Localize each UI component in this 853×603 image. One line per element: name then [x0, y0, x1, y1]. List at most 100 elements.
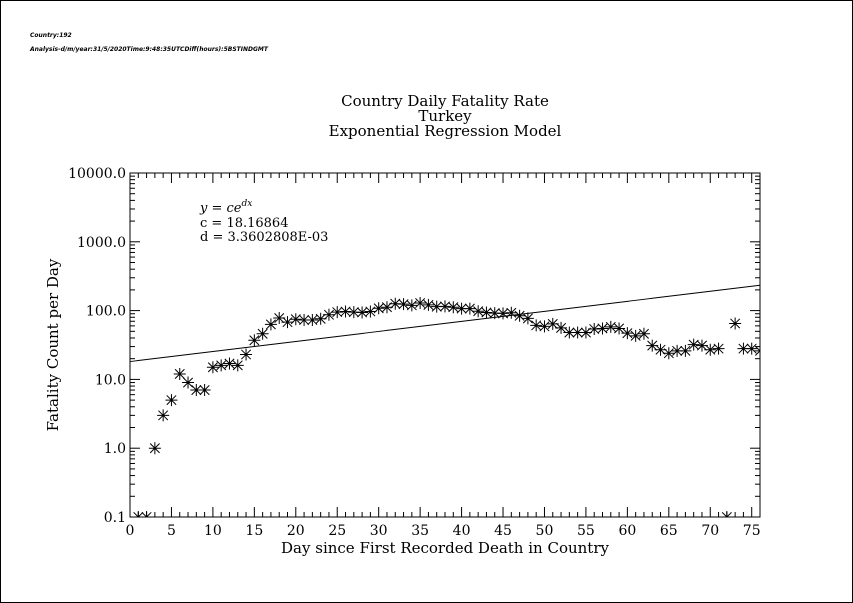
data-point — [223, 357, 236, 370]
x-tick-label: 70 — [701, 523, 719, 539]
x-tick-label: 30 — [370, 523, 388, 539]
data-point — [215, 359, 228, 372]
data-point — [289, 313, 302, 326]
coefficient-c-label: c = 18.16864 — [200, 216, 288, 231]
data-point — [306, 314, 319, 327]
analysis-timestamp-line: Analysis-d/m/year:31/5/2020Time:9:48:35U… — [30, 46, 268, 53]
data-point — [588, 323, 601, 336]
data-point — [654, 343, 667, 356]
data-point — [687, 338, 700, 351]
data-point — [488, 307, 501, 320]
data-point — [530, 319, 543, 332]
data-point — [662, 347, 675, 360]
data-point — [256, 327, 269, 340]
data-point — [679, 344, 692, 357]
x-tick-label: 35 — [411, 523, 429, 539]
x-tick-label: 10 — [204, 523, 222, 539]
data-point — [198, 384, 211, 397]
data-point — [646, 339, 659, 352]
data-point — [173, 367, 186, 380]
y-axis-label: Fatality Count per Day — [44, 258, 62, 431]
x-tick-label: 25 — [328, 523, 346, 539]
x-tick-label: 0 — [126, 523, 135, 539]
x-tick-label: 20 — [287, 523, 305, 539]
regression-line — [129, 284, 761, 363]
data-point — [372, 302, 385, 315]
chart-title-line-2: Turkey — [418, 107, 472, 125]
equation-label: y = cedx — [199, 199, 252, 216]
data-point — [671, 344, 684, 357]
data-point — [405, 299, 418, 312]
data-point — [472, 305, 485, 318]
data-point — [322, 308, 335, 321]
data-point — [497, 307, 510, 320]
data-point — [248, 334, 261, 347]
data-point — [695, 339, 708, 352]
data-point — [513, 309, 526, 322]
data-point — [555, 321, 568, 334]
data-point — [231, 359, 244, 372]
y-tick-label: 1000.0 — [77, 235, 126, 251]
x-axis-label: Day since First Recorded Death in Countr… — [281, 539, 609, 557]
data-point — [364, 305, 377, 318]
x-tick-label: 65 — [660, 523, 678, 539]
data-point — [729, 317, 742, 330]
y-tick-label: 10000.0 — [68, 166, 126, 182]
data-point — [447, 301, 460, 314]
data-point — [579, 326, 592, 339]
data-point — [140, 511, 153, 517]
data-point — [621, 327, 634, 340]
data-point — [596, 322, 609, 335]
data-point — [505, 306, 518, 319]
data-point — [480, 306, 493, 319]
regression-annotation: y = cedx c = 18.16864 d = 3.3602808E-03 — [199, 199, 328, 245]
data-point — [546, 317, 559, 330]
data-point — [273, 312, 286, 325]
data-point — [240, 348, 253, 361]
data-point — [206, 361, 219, 374]
data-point — [538, 320, 551, 333]
y-tick-label: 0.1 — [104, 510, 126, 526]
chart-title-line-3: Exponential Regression Model — [329, 122, 562, 140]
y-axis-ticks: 0.1 1.0 10.0 100.0 1000.0 10000.0 — [68, 166, 760, 526]
regression-line-group — [129, 284, 761, 363]
data-point — [165, 394, 178, 407]
data-point — [157, 409, 170, 422]
data-point — [613, 322, 626, 335]
x-tick-label: 60 — [618, 523, 636, 539]
data-point — [331, 306, 344, 319]
data-point — [414, 296, 427, 309]
data-point — [339, 305, 352, 318]
data-point — [380, 301, 393, 314]
coefficient-d-label: d = 3.3602808E-03 — [200, 230, 328, 245]
y-tick-label: 100.0 — [86, 304, 126, 320]
x-tick-label: 15 — [245, 523, 263, 539]
data-point — [190, 384, 203, 397]
data-point — [356, 306, 369, 319]
data-point — [148, 442, 161, 455]
data-point — [754, 344, 760, 357]
data-point — [347, 306, 360, 319]
data-point — [264, 318, 277, 331]
data-point — [422, 298, 435, 311]
data-point — [563, 326, 576, 339]
y-tick-label: 1.0 — [104, 441, 126, 457]
data-point — [521, 312, 534, 325]
x-tick-label: 40 — [453, 523, 471, 539]
data-point — [389, 297, 402, 310]
data-points — [132, 296, 760, 517]
x-tick-label: 5 — [167, 523, 176, 539]
y-tick-label: 10.0 — [95, 372, 126, 388]
data-point — [397, 298, 410, 311]
x-axis-ticks: 0 5 10 15 20 25 30 35 40 45 50 55 60 65 70 75 — [126, 173, 761, 539]
data-point — [463, 302, 476, 315]
data-point — [745, 342, 758, 355]
data-point — [704, 343, 717, 356]
data-point — [604, 320, 617, 333]
x-tick-label: 45 — [494, 523, 512, 539]
data-point — [430, 300, 443, 313]
data-point — [720, 511, 733, 517]
chart-title-line-1: Country Daily Fatality Rate — [341, 92, 549, 110]
data-point — [737, 342, 750, 355]
